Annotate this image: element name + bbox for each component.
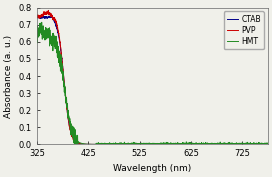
PVP (35, 14, 38, 16)
PVP (85, 143, 88, 145)
X-axis label: Wavelength (nm): Wavelength (nm) (113, 164, 191, 173)
CTAB (85, 143, 88, 145)
Legend: CTAB, PVP, HMT: CTAB, PVP, HMT (224, 12, 264, 49)
PVP (131, 143, 134, 145)
HMT (35, 32, 38, 34)
HMT (131, 143, 134, 145)
CTAB (49, 15, 52, 17)
PVP (129, 143, 133, 145)
HMT (40, 21, 43, 23)
CTAB (131, 143, 134, 145)
PVP (193, 143, 196, 145)
Line: CTAB: CTAB (37, 16, 268, 144)
Line: PVP: PVP (37, 10, 268, 144)
PVP (122, 143, 125, 145)
CTAB (35, 15, 38, 17)
Y-axis label: Absorbance (a. u.): Absorbance (a. u.) (4, 35, 13, 118)
Line: HMT: HMT (37, 22, 268, 144)
CTAB (122, 143, 125, 145)
CTAB (193, 143, 196, 145)
HMT (130, 142, 133, 145)
HMT (266, 143, 270, 145)
HMT (85, 143, 88, 145)
CTAB (48, 17, 52, 19)
HMT (49, 37, 52, 39)
HMT (73, 143, 76, 145)
HMT (122, 142, 125, 144)
PVP (47, 9, 50, 12)
CTAB (266, 143, 270, 145)
PVP (49, 13, 52, 16)
HMT (193, 143, 196, 145)
CTAB (129, 143, 133, 145)
PVP (266, 143, 270, 145)
